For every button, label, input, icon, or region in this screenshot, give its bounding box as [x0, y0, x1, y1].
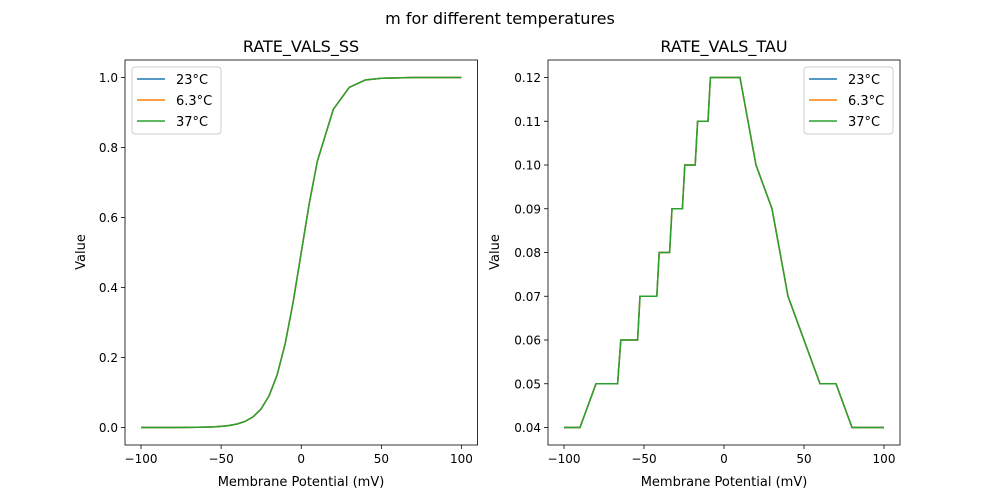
y-tick-label: 1.0	[99, 71, 118, 85]
legend: 23°C 6.3°C 37°C	[803, 66, 894, 135]
left-x-axis-label: Membrane Potential (mV)	[218, 475, 385, 490]
legend-label: 6.3°C	[848, 94, 884, 109]
y-tick-label: 0.6	[99, 211, 118, 225]
y-tick-label: 0.06	[514, 334, 541, 348]
y-tick-label: 0.12	[514, 71, 541, 85]
legend-label: 23°C	[176, 73, 208, 88]
x-tick-label: 100	[450, 452, 473, 466]
legend-label: 37°C	[176, 115, 208, 130]
y-tick-label: 0.07	[514, 290, 541, 304]
y-tick-label: 0.8	[99, 141, 118, 155]
y-tick-label: 0.2	[99, 351, 118, 365]
x-tick-label: −100	[548, 452, 581, 466]
x-tick-label: −100	[125, 452, 158, 466]
x-tick-label: 0	[297, 452, 305, 466]
y-tick-label: 0.0	[99, 421, 118, 435]
y-tick-label: 0.4	[99, 281, 118, 295]
right-x-axis-label: Membrane Potential (mV)	[641, 475, 808, 490]
x-tick-label: 0	[720, 452, 728, 466]
series-line-2	[564, 76, 884, 429]
y-tick-label: 0.04	[514, 421, 541, 435]
y-tick-label: 0.11	[514, 115, 541, 129]
x-tick-label: 50	[796, 452, 811, 466]
legend: 23°C 6.3°C 37°C	[131, 66, 222, 135]
y-tick-label: 0.09	[514, 202, 541, 216]
y-tick-label: 0.05	[514, 377, 541, 391]
legend-label: 23°C	[848, 73, 880, 88]
y-tick-label: 0.08	[514, 246, 541, 260]
left-y-axis-label: Value	[74, 234, 89, 270]
right-y-axis-label: Value	[488, 234, 503, 270]
axes-frame	[547, 59, 901, 446]
axes-frame	[124, 59, 478, 446]
y-tick-label: 0.10	[514, 159, 541, 173]
legend-label: 37°C	[848, 115, 880, 130]
right-subplot-title: RATE_VALS_TAU	[660, 37, 787, 57]
left-subplot-title: RATE_VALS_SS	[243, 37, 359, 57]
series-line-2	[141, 76, 462, 429]
x-tick-label: 100	[873, 452, 896, 466]
legend-label: 6.3°C	[176, 94, 212, 109]
right-subplot: RATE_VALS_TAU Membrane Potential (mV) Va…	[488, 37, 901, 490]
x-tick-label: −50	[631, 452, 656, 466]
figure-suptitle: m for different temperatures	[385, 9, 615, 28]
left-subplot: RATE_VALS_SS Membrane Potential (mV) Val…	[74, 37, 478, 490]
x-tick-label: −50	[208, 452, 233, 466]
x-tick-label: 50	[374, 452, 389, 466]
